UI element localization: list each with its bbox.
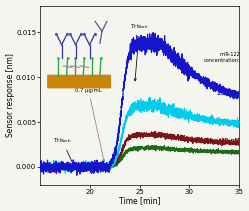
Text: 50 pM: 50 pM xyxy=(221,120,240,125)
Text: 100 pM: 100 pM xyxy=(217,91,240,96)
Text: Tris$_{wb}$: Tris$_{wb}$ xyxy=(130,22,149,81)
Text: miR-122
concentration:: miR-122 concentration: xyxy=(203,52,240,63)
Text: 10 pM: 10 pM xyxy=(221,150,240,155)
Text: Tris$_{wb}$: Tris$_{wb}$ xyxy=(53,136,74,165)
Text: 20 pM: 20 pM xyxy=(221,138,240,143)
X-axis label: Time [min]: Time [min] xyxy=(119,196,160,206)
Y-axis label: Sensor response [nm]: Sensor response [nm] xyxy=(5,53,14,137)
Text: Anti(RNA*DNA)
0.7 µg/mL: Anti(RNA*DNA) 0.7 µg/mL xyxy=(68,83,108,162)
